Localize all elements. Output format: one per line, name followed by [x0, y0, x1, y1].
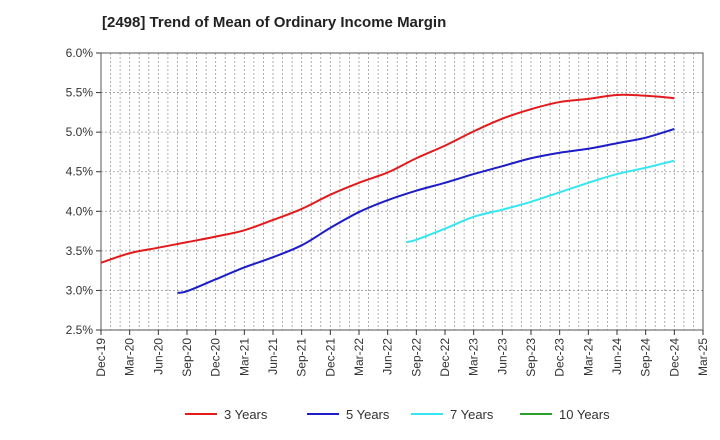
x-tick-label: Jun-20: [151, 338, 165, 375]
legend-label: 5 Years: [346, 407, 390, 422]
legend-item-5-years: 5 Years: [307, 407, 390, 422]
y-tick-label: 4.5%: [66, 165, 94, 179]
x-tick-label: Sep-22: [409, 338, 423, 377]
x-tick-label: Mar-24: [581, 338, 595, 376]
x-tick-label: Mar-23: [467, 338, 481, 376]
y-tick-label: 3.0%: [66, 283, 94, 297]
legend-label: 7 Years: [450, 407, 494, 422]
y-tick-label: 6.0%: [66, 46, 94, 60]
y-tick-label: 5.0%: [66, 125, 94, 139]
x-tick-label: Sep-24: [639, 338, 653, 377]
legend-label: 3 Years: [224, 407, 268, 422]
legend-item-3-years: 3 Years: [185, 407, 268, 422]
y-tick-label: 5.5%: [66, 86, 94, 100]
x-tick-label: Mar-22: [352, 338, 366, 376]
plot-border: [100, 52, 704, 331]
x-tick-label: Sep-23: [524, 338, 538, 377]
legend-item-7-years: 7 Years: [411, 407, 494, 422]
x-tick-label: Dec-22: [438, 338, 452, 377]
x-tick-label: Dec-23: [553, 338, 567, 377]
series-layer: [100, 93, 675, 294]
legend: 3 Years 5 Years 7 Years 10 Years: [185, 407, 610, 422]
x-tick-label: Jun-21: [266, 338, 280, 375]
x-tick-label: Jun-24: [610, 338, 624, 375]
x-tick-label: Dec-20: [209, 338, 223, 377]
series-line-5-years: [177, 128, 675, 294]
x-tick-label: Jun-23: [495, 338, 509, 375]
x-tick-label: Dec-21: [323, 338, 337, 377]
x-tick-label: Mar-25: [696, 338, 710, 376]
axis-layer: 2.5% 3.0% 3.5% 4.0% 4.5% 5.0% 5.5% 6.0% Dec-19 Ma…: [66, 46, 710, 377]
x-tick-label: Sep-20: [180, 338, 194, 377]
x-tick-label: Jun-22: [381, 338, 395, 375]
legend-label: 10 Years: [559, 407, 610, 422]
grid-layer: [101, 53, 703, 330]
y-tick-label: 4.0%: [66, 204, 94, 218]
chart-title: [2498] Trend of Mean of Ordinary Income …: [102, 14, 447, 31]
x-tick-label: Dec-24: [667, 338, 681, 377]
y-tick-label: 2.5%: [66, 323, 94, 337]
legend-item-10-years: 10 Years: [520, 407, 610, 422]
x-tick-label: Dec-19: [94, 338, 108, 377]
x-tick-label: Sep-21: [295, 338, 309, 377]
y-tick-label: 3.5%: [66, 244, 94, 258]
x-tick-label: Mar-20: [123, 338, 137, 376]
series-line-7-years: [406, 159, 675, 244]
plot-area: [101, 53, 703, 330]
x-tick-label: Mar-21: [237, 338, 251, 376]
series-line-3-years: [100, 93, 675, 264]
